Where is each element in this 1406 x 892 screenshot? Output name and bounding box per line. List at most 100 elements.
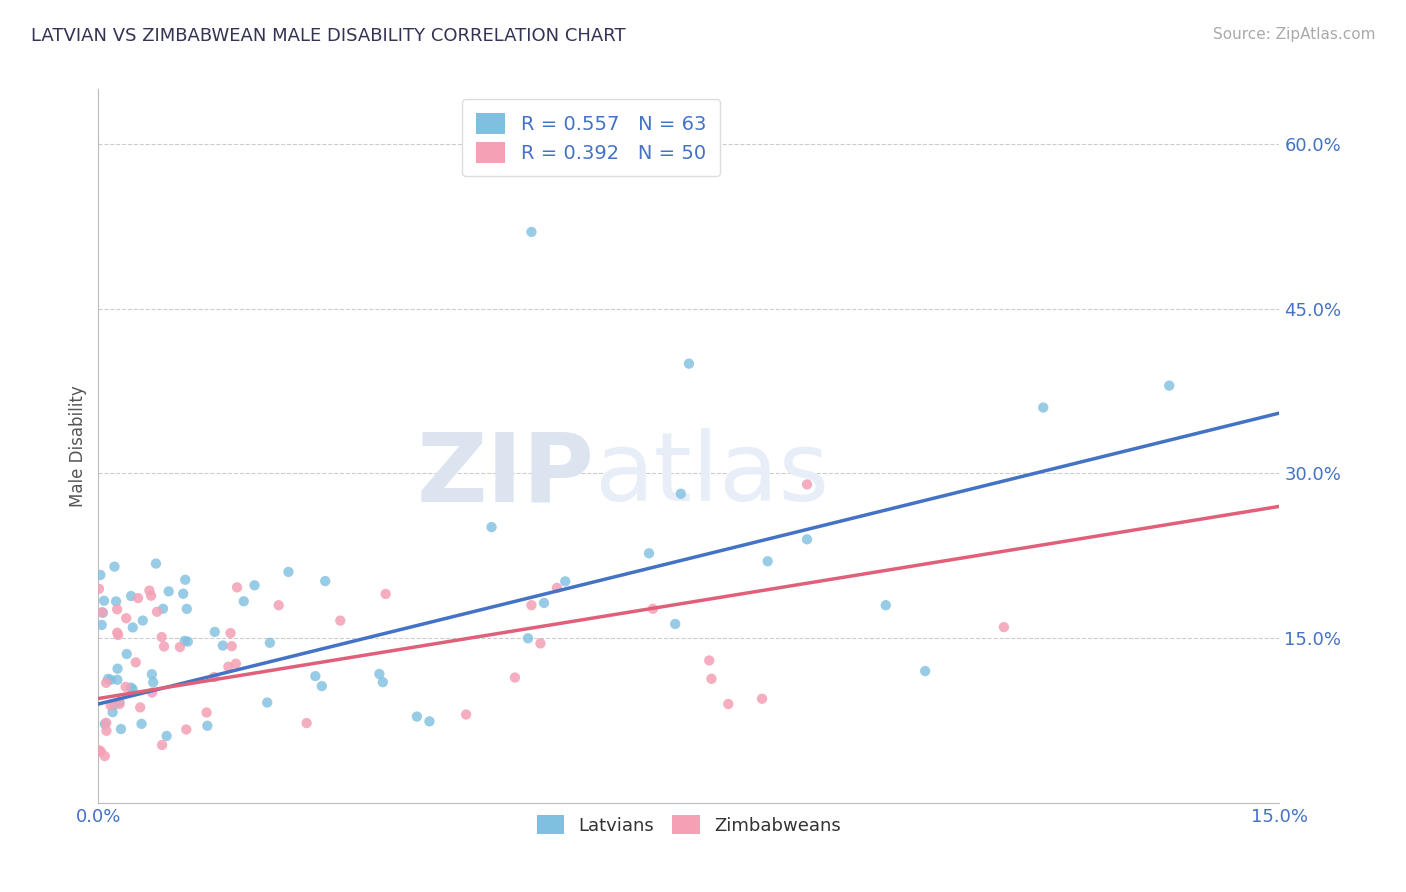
Point xyxy=(1032,401,1054,415)
Point xyxy=(96,676,118,690)
Point xyxy=(87,743,110,757)
Text: Source: ZipAtlas.com: Source: ZipAtlas.com xyxy=(1212,27,1375,42)
Point xyxy=(217,659,239,673)
Point xyxy=(176,602,198,616)
Point xyxy=(914,664,936,678)
Point xyxy=(993,620,1015,634)
Point xyxy=(105,594,128,608)
Point xyxy=(146,605,169,619)
Point xyxy=(105,673,128,687)
Point xyxy=(121,682,143,697)
Point xyxy=(256,696,278,710)
Point xyxy=(418,714,440,729)
Point xyxy=(94,749,117,764)
Point xyxy=(796,477,818,491)
Point xyxy=(678,357,700,371)
Point xyxy=(195,706,218,720)
Point xyxy=(141,667,163,681)
Point xyxy=(89,568,111,582)
Point xyxy=(202,670,225,684)
Point xyxy=(153,640,176,654)
Point xyxy=(156,729,179,743)
Point xyxy=(329,614,352,628)
Point xyxy=(103,559,125,574)
Point xyxy=(96,723,118,738)
Point xyxy=(145,557,167,571)
Point xyxy=(93,594,115,608)
Point xyxy=(638,546,661,560)
Point xyxy=(87,582,110,596)
Text: atlas: atlas xyxy=(595,428,830,521)
Point xyxy=(796,533,818,547)
Point xyxy=(125,656,148,670)
Point xyxy=(152,601,174,615)
Point xyxy=(120,681,142,695)
Point xyxy=(529,636,551,650)
Point xyxy=(204,624,226,639)
Point xyxy=(110,722,132,736)
Point xyxy=(226,580,249,594)
Point xyxy=(174,573,197,587)
Point xyxy=(374,587,396,601)
Point xyxy=(174,723,197,737)
Point xyxy=(127,591,149,605)
Point xyxy=(96,715,118,730)
Point xyxy=(311,679,333,693)
Point xyxy=(150,738,173,752)
Point xyxy=(717,697,740,711)
Point xyxy=(700,672,723,686)
Point xyxy=(114,680,136,694)
Point xyxy=(517,632,540,646)
Point xyxy=(225,657,247,671)
Point xyxy=(105,625,128,640)
Point xyxy=(756,554,779,568)
Point xyxy=(107,628,129,642)
Point xyxy=(221,639,243,653)
Point xyxy=(115,611,138,625)
Point xyxy=(232,594,254,608)
Point xyxy=(100,673,122,687)
Point xyxy=(371,675,394,690)
Text: LATVIAN VS ZIMBABWEAN MALE DISABILITY CORRELATION CHART: LATVIAN VS ZIMBABWEAN MALE DISABILITY CO… xyxy=(31,27,626,45)
Point xyxy=(142,675,165,690)
Point xyxy=(101,705,124,719)
Point xyxy=(91,605,114,619)
Point xyxy=(243,578,266,592)
Point xyxy=(108,695,131,709)
Point xyxy=(173,633,195,648)
Point xyxy=(94,717,117,731)
Point xyxy=(132,614,155,628)
Point xyxy=(115,647,138,661)
Point xyxy=(97,672,120,686)
Point xyxy=(481,520,503,534)
Text: ZIP: ZIP xyxy=(416,428,595,521)
Point xyxy=(1159,378,1181,392)
Point xyxy=(90,618,112,632)
Point xyxy=(120,589,142,603)
Point xyxy=(219,626,242,640)
Point xyxy=(107,662,129,676)
Point xyxy=(139,589,162,603)
Point xyxy=(177,634,200,648)
Point xyxy=(503,671,526,685)
Point xyxy=(91,606,114,620)
Point xyxy=(121,620,143,634)
Point xyxy=(129,700,152,714)
Point xyxy=(546,581,568,595)
Point xyxy=(150,630,173,644)
Point xyxy=(157,584,180,599)
Point xyxy=(211,639,233,653)
Point xyxy=(368,667,391,681)
Point xyxy=(406,709,429,723)
Point xyxy=(138,583,160,598)
Point xyxy=(195,719,218,733)
Point xyxy=(520,598,543,612)
Point xyxy=(664,617,686,632)
Point xyxy=(751,691,773,706)
Point xyxy=(314,574,336,588)
Point xyxy=(103,698,125,712)
Point xyxy=(456,707,478,722)
Point xyxy=(669,487,692,501)
Point xyxy=(141,685,163,699)
Point xyxy=(533,596,555,610)
